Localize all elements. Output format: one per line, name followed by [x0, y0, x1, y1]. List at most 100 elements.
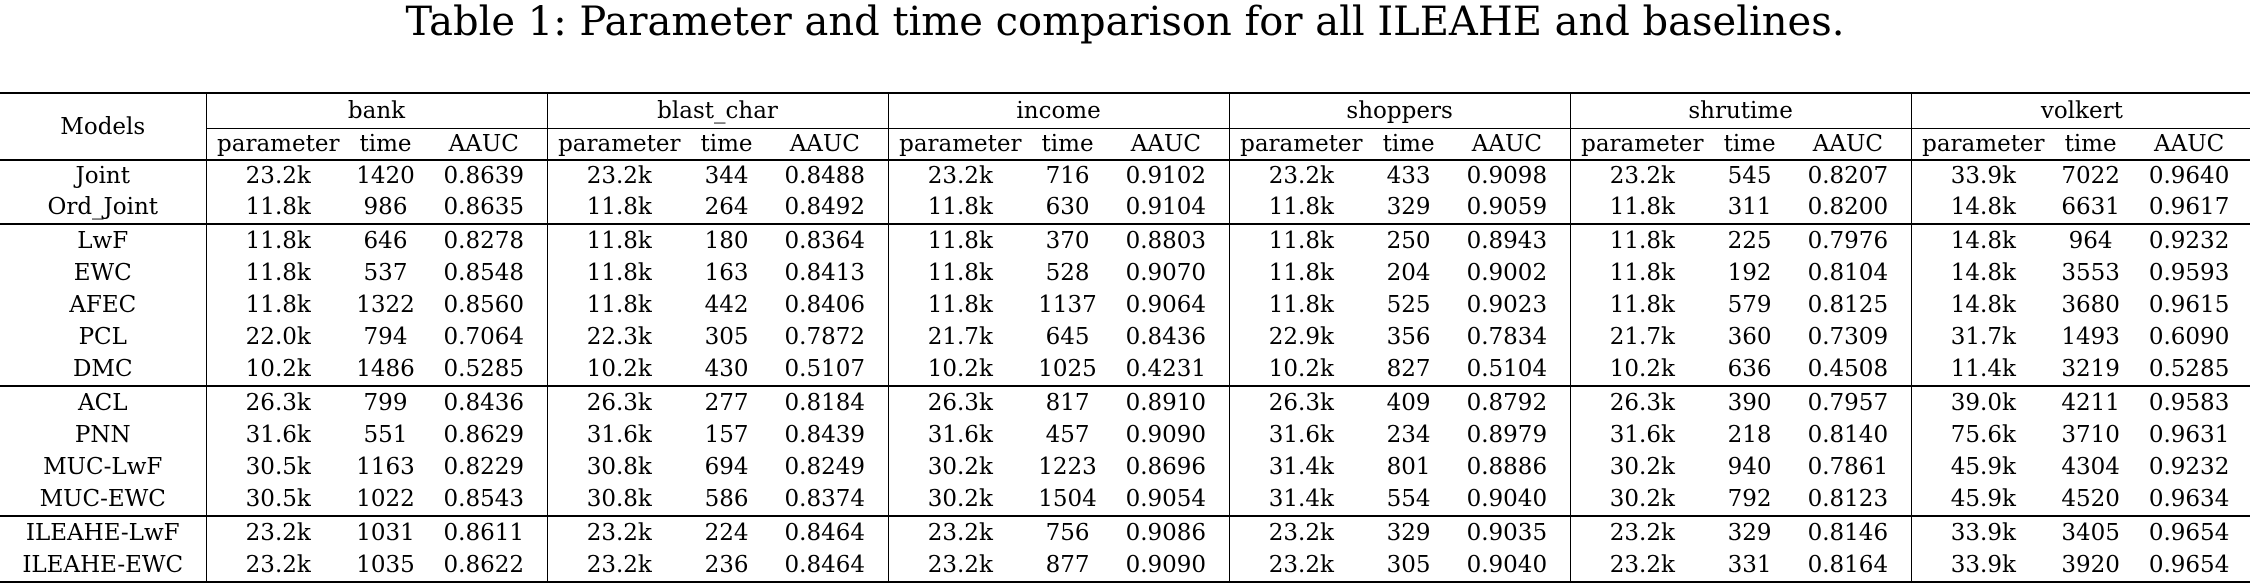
- parameter-cell: 26.3k: [888, 385, 1033, 419]
- aauc-cell: 0.5104: [1444, 353, 1571, 386]
- time-cell: 433: [1386, 163, 1431, 189]
- table-row: PCL 22.0k 794 0.7064 22.3k 305 0.7872 21.7k 645 0…: [0, 321, 2250, 353]
- parameter-cell: 22.3k: [586, 324, 652, 350]
- table-row: ILEAHE-EWC 23.2k 1035 0.8622 23.2k 236 0.8464 2…: [0, 549, 2250, 583]
- aauc-cell: 0.9654: [2126, 549, 2250, 583]
- aauc-cell: 0.8622: [421, 549, 548, 583]
- aauc-cell: 0.8364: [762, 223, 889, 257]
- model-name: MUC-LwF: [0, 451, 207, 483]
- subcolumn-header: time: [2055, 128, 2127, 161]
- time-cell: 7022: [2061, 163, 2120, 189]
- parameter-cell: 33.9k: [1911, 515, 2056, 549]
- time-cell: 250: [1373, 223, 1445, 257]
- parameter-cell: 30.8k: [586, 454, 652, 480]
- parameter-cell: 11.8k: [245, 260, 311, 286]
- parameter-cell: 31.4k: [1268, 454, 1334, 480]
- parameter-cell: 21.7k: [927, 324, 993, 350]
- aauc-cell: 0.8611: [421, 515, 548, 549]
- parameter-cell: 11.8k: [888, 223, 1033, 257]
- aauc-cell: 0.8464: [762, 549, 889, 583]
- parameter-cell: 31.6k: [1609, 422, 1675, 448]
- time-cell: 329: [1373, 515, 1445, 549]
- time-cell: 236: [691, 549, 763, 583]
- parameter-cell: 10.2k: [245, 356, 311, 382]
- parameter-cell: 11.8k: [586, 260, 652, 286]
- parameter-cell: 11.8k: [1570, 223, 1715, 257]
- aauc-cell: 0.8200: [1785, 191, 1912, 224]
- parameter-cell: 23.2k: [1570, 515, 1715, 549]
- time-cell: 344: [704, 163, 749, 189]
- aauc-cell: 0.9070: [1103, 257, 1230, 289]
- aauc-cell: 0.8278: [421, 223, 548, 257]
- header-row-subcolumns: parameter time AAUC parameter time AAUC parame…: [0, 128, 2250, 161]
- parameter-cell: 31.4k: [1268, 486, 1334, 512]
- time-cell: 794: [363, 324, 408, 350]
- aauc-cell: 0.8639: [421, 160, 548, 191]
- table-row: AFEC 11.8k 1322 0.8560 11.8k 442 0.8406 11.8k 11…: [0, 289, 2250, 321]
- aauc-cell: 0.9593: [2148, 260, 2230, 286]
- aauc-cell: 0.9035: [1444, 515, 1571, 549]
- time-cell: 442: [704, 292, 749, 318]
- parameter-cell: 11.8k: [206, 223, 350, 257]
- parameter-cell: 30.2k: [927, 486, 993, 512]
- aauc-cell: 0.8910: [1103, 385, 1230, 419]
- parameter-cell: 10.2k: [586, 356, 652, 382]
- time-cell: 264: [704, 194, 749, 220]
- time-cell: 645: [1045, 324, 1090, 350]
- time-cell: 1493: [2061, 324, 2120, 350]
- parameter-cell: 23.2k: [245, 163, 311, 189]
- parameter-cell: 30.2k: [1609, 454, 1675, 480]
- time-cell: 799: [350, 385, 421, 419]
- aauc-cell: 0.9640: [2148, 163, 2230, 189]
- aauc-cell: 0.9615: [2148, 292, 2230, 318]
- time-cell: 525: [1386, 292, 1431, 318]
- parameter-cell: 23.2k: [927, 163, 993, 189]
- time-cell: 3219: [2061, 356, 2120, 382]
- aauc-cell: 0.9617: [2148, 194, 2230, 220]
- row-group: ILEAHE-LwF 23.2k 1031 0.8611 23.2k 224 0.8464 2…: [0, 515, 2250, 583]
- parameter-cell: 14.8k: [1950, 260, 2016, 286]
- parameter-cell: 23.2k: [586, 163, 652, 189]
- aauc-cell: 0.5285: [2148, 356, 2230, 382]
- parameter-cell: 22.0k: [245, 324, 311, 350]
- table-row: ACL 26.3k 799 0.8436 26.3k 277 0.8184 26.3k 817 0…: [0, 385, 2250, 419]
- parameter-cell: 26.3k: [1570, 385, 1715, 419]
- parameter-cell: 26.3k: [206, 385, 350, 419]
- aauc-cell: 0.7861: [1785, 451, 1912, 483]
- model-name: MUC-EWC: [0, 483, 207, 516]
- parameter-cell: 23.2k: [888, 515, 1033, 549]
- aauc-cell: 0.8488: [762, 160, 889, 191]
- header-row-datasets: Models bank blast_char income shoppers shruti…: [0, 92, 2250, 161]
- parameter-cell: 75.6k: [1950, 422, 2016, 448]
- parameter-cell: 23.2k: [1570, 549, 1715, 583]
- aauc-cell: 0.9086: [1103, 515, 1230, 549]
- time-cell: 204: [1386, 260, 1431, 286]
- row-group: Joint 23.2k 1420 0.8639 23.2k 344 0.8488 23.2k 7…: [0, 160, 2250, 224]
- table-row: EWC 11.8k 537 0.8548 11.8k 163 0.8413 11.8k 528 0…: [0, 257, 2250, 289]
- aauc-cell: 0.8543: [421, 483, 548, 516]
- time-cell: 801: [1386, 454, 1431, 480]
- parameter-cell: 23.2k: [547, 515, 692, 549]
- aauc-cell: 0.8886: [1444, 451, 1571, 483]
- models-header: Models: [0, 92, 207, 161]
- time-cell: 1322: [356, 292, 415, 318]
- time-cell: 817: [1032, 385, 1104, 419]
- subcolumn-header: AAUC: [762, 128, 889, 161]
- aauc-cell: 0.9654: [2126, 515, 2250, 549]
- time-cell: 964: [2055, 223, 2127, 257]
- time-cell: 430: [704, 356, 749, 382]
- parameter-cell: 11.8k: [1268, 194, 1334, 220]
- model-name: PNN: [0, 419, 207, 451]
- aauc-cell: 0.8436: [1103, 321, 1230, 353]
- time-cell: 586: [704, 486, 749, 512]
- time-cell: 1223: [1038, 454, 1097, 480]
- aauc-cell: 0.9098: [1444, 160, 1571, 191]
- parameter-cell: 10.2k: [1609, 356, 1675, 382]
- parameter-cell: 11.8k: [927, 292, 993, 318]
- parameter-cell: 11.8k: [1229, 223, 1374, 257]
- time-cell: 329: [1714, 515, 1786, 549]
- aauc-cell: 0.8229: [421, 451, 548, 483]
- parameter-cell: 23.2k: [1229, 515, 1374, 549]
- time-cell: 1031: [350, 515, 421, 549]
- time-cell: 370: [1032, 223, 1104, 257]
